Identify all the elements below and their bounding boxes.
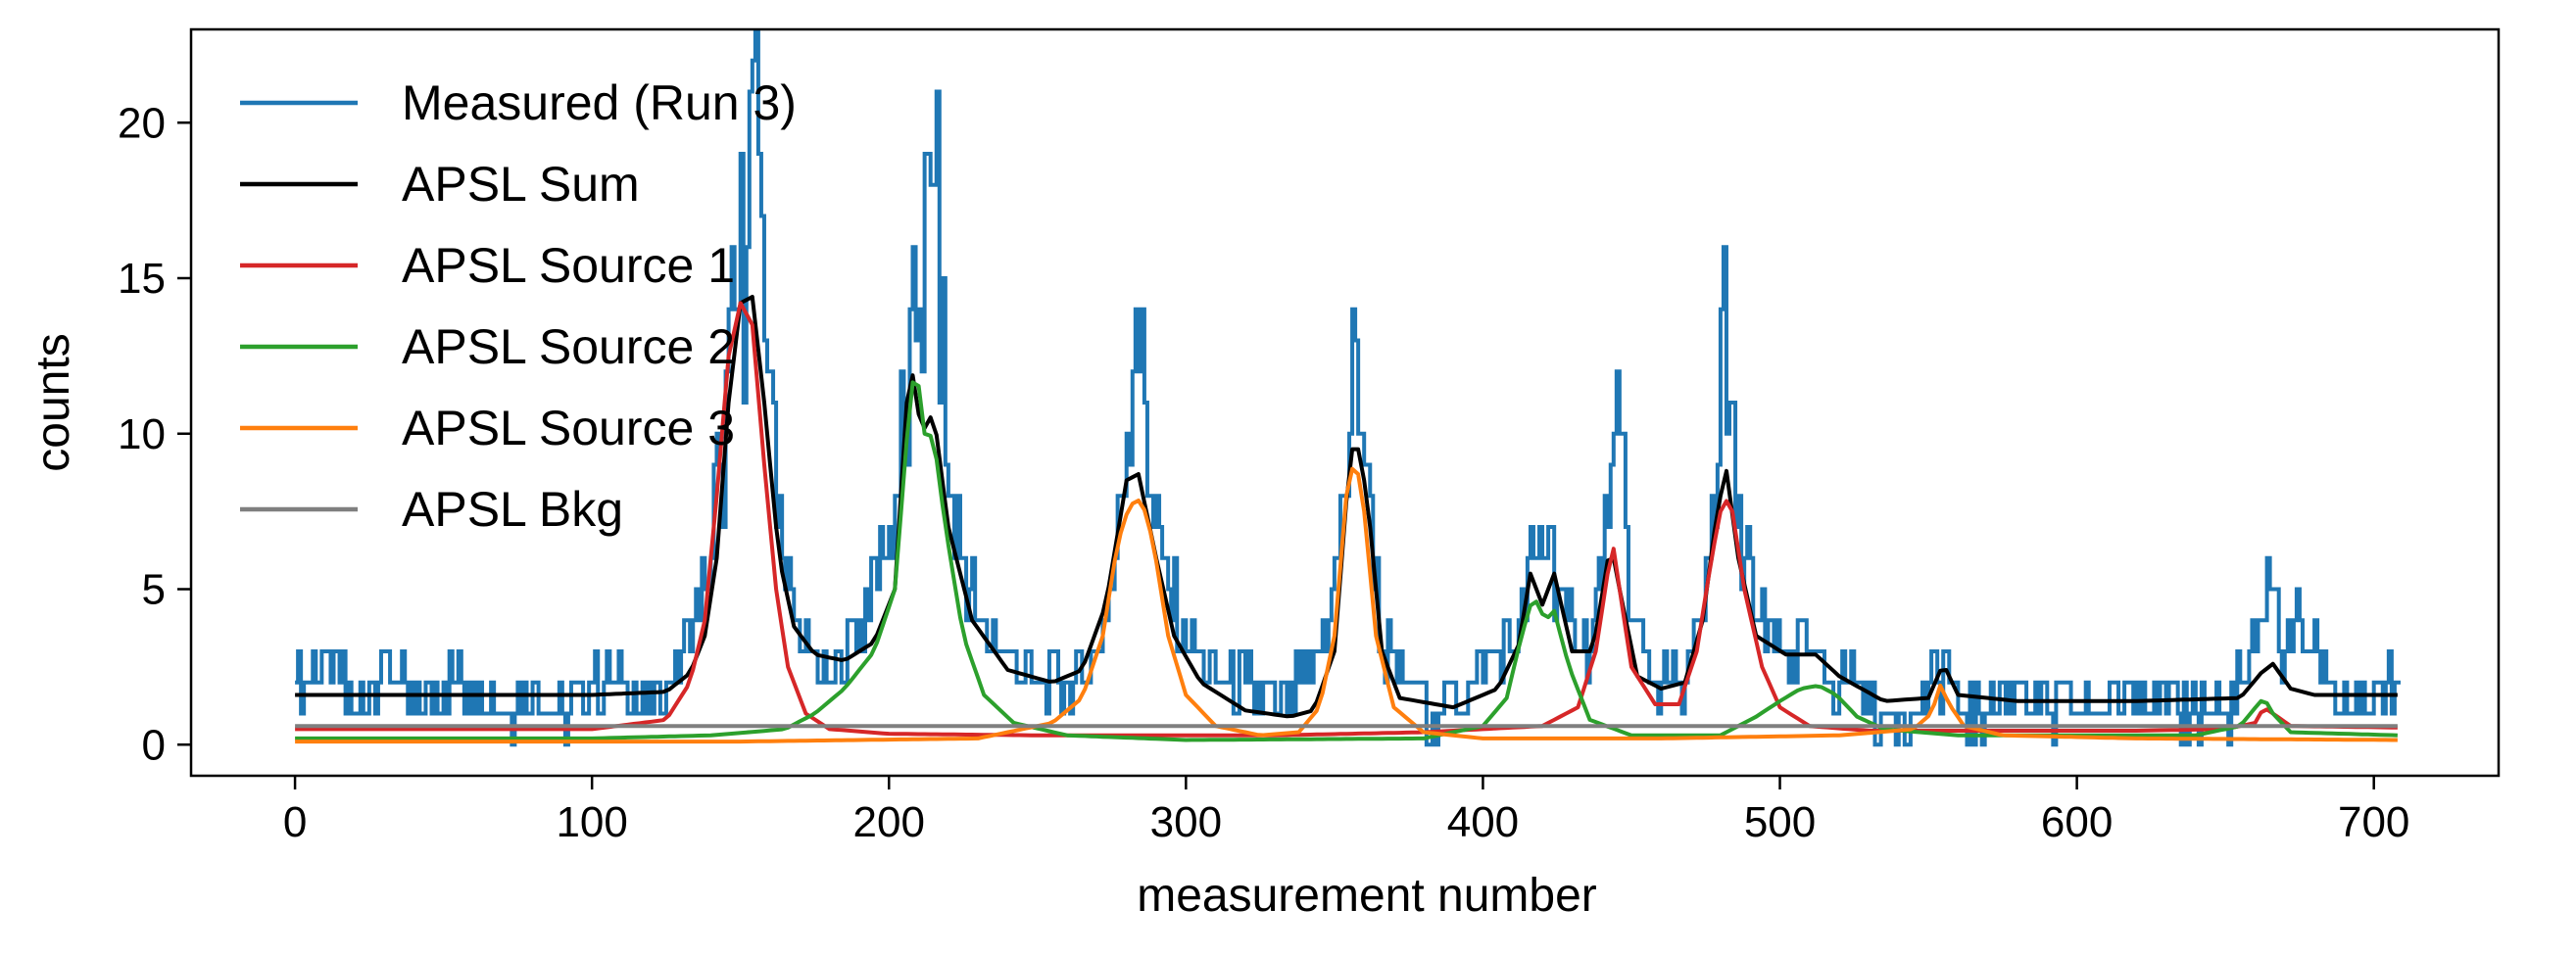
- y-tick-label: 5: [142, 566, 166, 614]
- y-tick-label: 10: [118, 410, 166, 458]
- x-tick-label: 100: [556, 798, 627, 846]
- x-axis: 0 100 200 300 400 500 600 700: [283, 776, 2409, 846]
- y-axis: 0 5 10 15 20: [118, 99, 191, 769]
- plot-frame: [189, 27, 2501, 778]
- x-tick-label: 600: [2041, 798, 2113, 846]
- legend-label: APSL Source 2: [402, 319, 735, 374]
- series-line-apsl-source-3: [295, 466, 2398, 744]
- x-axis-label: measurement number: [1137, 870, 1597, 922]
- legend-label: APSL Bkg: [402, 482, 623, 537]
- x-tick-label: 400: [1447, 798, 1519, 846]
- legend-label: Measured (Run 3): [402, 75, 797, 130]
- y-tick-label: 15: [118, 255, 166, 303]
- x-tick-label: 0: [283, 798, 307, 846]
- legend-label: APSL Source 1: [402, 238, 735, 293]
- x-tick-label: 700: [2338, 798, 2409, 846]
- plot-area: [295, 29, 2401, 747]
- series-line-measured: [295, 29, 2401, 747]
- series-layer: [295, 29, 2401, 747]
- y-axis-label: counts: [27, 333, 79, 471]
- y-tick-label: 0: [142, 721, 166, 769]
- x-tick-label: 500: [1744, 798, 1816, 846]
- legend: Measured (Run 3) APSL Sum APSL Source 1 APS…: [240, 75, 797, 537]
- legend-label: APSL Source 3: [402, 401, 735, 455]
- x-tick-label: 200: [853, 798, 925, 846]
- series-line-apsl-source-1: [295, 301, 2398, 738]
- y-tick-label: 20: [118, 99, 166, 147]
- x-tick-label: 300: [1150, 798, 1222, 846]
- legend-label: APSL Sum: [402, 157, 640, 212]
